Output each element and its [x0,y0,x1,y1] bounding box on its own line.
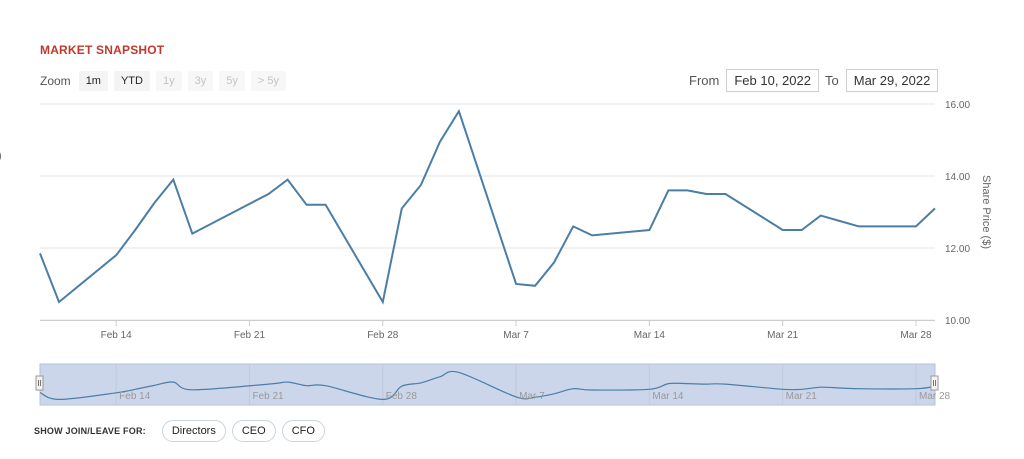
x-tick-labels: Feb 14 Feb 21 Feb 28 Mar 7 Mar 14 Mar 21 Mar 2… [101,320,932,341]
navigator-tick-label: Feb 28 [386,391,418,402]
filter-ceo-button[interactable]: CEO [231,420,276,442]
navigator-tick-label: Mar 7 [519,391,545,402]
range-from: From Feb 10, 2022 [689,68,819,92]
x-tick-label: Mar 7 [503,330,529,341]
navigator-tick-label: Mar 21 [786,391,818,402]
navigator-right-handle[interactable] [930,375,939,391]
zoom-1m-button[interactable]: 1m [78,71,108,91]
navigator-tick-label: Mar 28 [919,391,951,402]
x-tick-label: Mar 28 [900,330,932,341]
range-to-input[interactable]: Mar 29, 2022 [845,68,939,92]
zoom-5y-button[interactable]: 5y [219,71,245,91]
x-tick-label: Mar 14 [634,330,666,341]
navigator-series-line [39,370,936,401]
join-leave-filters: SHOW JOIN/LEAVE FOR: Directors CEO CFO [34,420,325,442]
y-tick-labels: 10.00 12.00 14.00 16.00 [945,100,970,327]
navigator-left-handle[interactable] [35,375,44,391]
x-tick-label: Feb 14 [101,330,133,341]
zoom-3y-button[interactable]: 3y [187,71,214,91]
range-to: To Mar 29, 2022 [825,68,939,92]
range-from-input[interactable]: Feb 10, 2022 [726,68,819,92]
filters-label: SHOW JOIN/LEAVE FOR: [34,426,146,436]
range-from-label: From [689,72,720,88]
y-axis-title: Share Price ($) [980,175,992,249]
filter-cfo-button[interactable]: CFO [281,420,325,442]
x-tick-label: Feb 21 [234,330,266,341]
zoom-1y-button[interactable]: 1y [155,71,182,91]
y-tick-label: 14.00 [945,172,970,183]
navigator-tick-label: Feb 14 [119,391,151,402]
filter-directors-button[interactable]: Directors [161,420,226,442]
page-title: MARKET SNAPSHOT [40,43,165,57]
zoom-5y-plus-button[interactable]: > 5y [250,71,286,91]
zoom-ytd-button[interactable]: YTD [113,71,150,91]
y-tick-label: 12.00 [945,244,970,255]
x-tick-label: Feb 28 [367,330,399,341]
navigator-tick-label: Feb 21 [252,391,284,402]
x-tick-label: Mar 21 [767,330,799,341]
zoom-label: Zoom [40,74,71,88]
grid-lines [40,103,935,321]
y-tick-label: 10.00 [945,316,970,327]
series-line [39,108,936,305]
zoom-bar: Zoom 1m YTD 1y 3y 5y > 5y [40,71,286,91]
navigator: Feb 14 Feb 21 Feb 28 Mar 7 Mar 14 Mar 21 Mar 2… [35,363,951,406]
range-to-label: To [825,72,839,88]
secondary-axis-label-fragment: ) [0,150,2,162]
y-tick-label: 16.00 [945,100,970,111]
navigator-tick-label: Mar 14 [652,391,684,402]
